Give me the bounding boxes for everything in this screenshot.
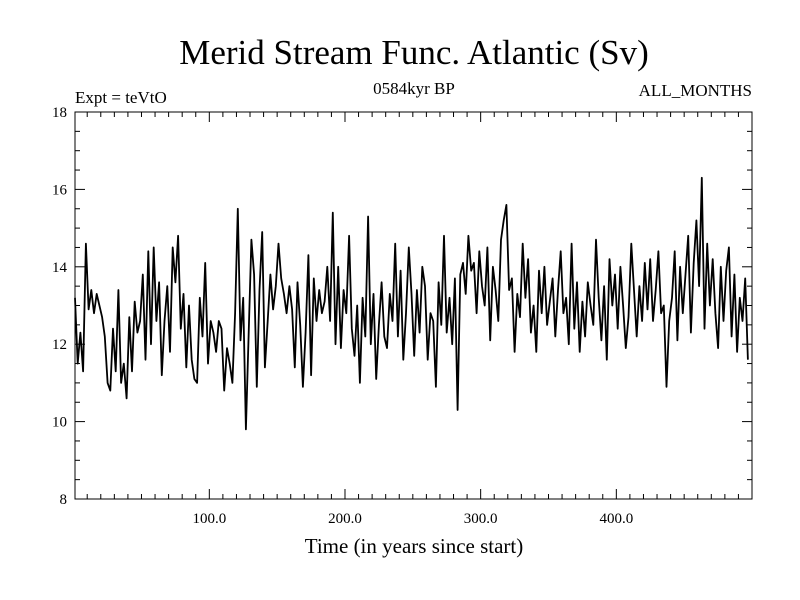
plot-frame — [74, 111, 753, 500]
months-label: ALL_MONTHS — [639, 81, 752, 100]
experiment-label: Expt = teVtO — [75, 88, 167, 107]
x-axis: 100.0 200.0 300.0 400.0 — [86, 112, 753, 527]
y-tick-label: 12 — [52, 337, 67, 353]
series-line — [74, 176, 749, 431]
y-tick-label: 18 — [52, 105, 67, 121]
x-tick-label: 400.0 — [599, 511, 633, 527]
x-tick-label: 300.0 — [464, 511, 498, 527]
y-tick-label: 10 — [52, 415, 67, 431]
y-tick-label: 16 — [52, 182, 68, 198]
chart-title: Merid Stream Func. Atlantic (Sv) — [179, 33, 649, 72]
y-tick-label: 14 — [52, 260, 68, 276]
y-axis: 8 10 12 14 16 18 — [52, 105, 752, 508]
x-tick-label: 100.0 — [192, 511, 226, 527]
series-group — [74, 176, 749, 431]
x-axis-label: Time (in years since start) — [305, 534, 524, 558]
y-tick-label: 8 — [60, 492, 68, 508]
chart-subtitle: 0584kyr BP — [373, 79, 455, 98]
x-tick-label: 200.0 — [328, 511, 362, 527]
